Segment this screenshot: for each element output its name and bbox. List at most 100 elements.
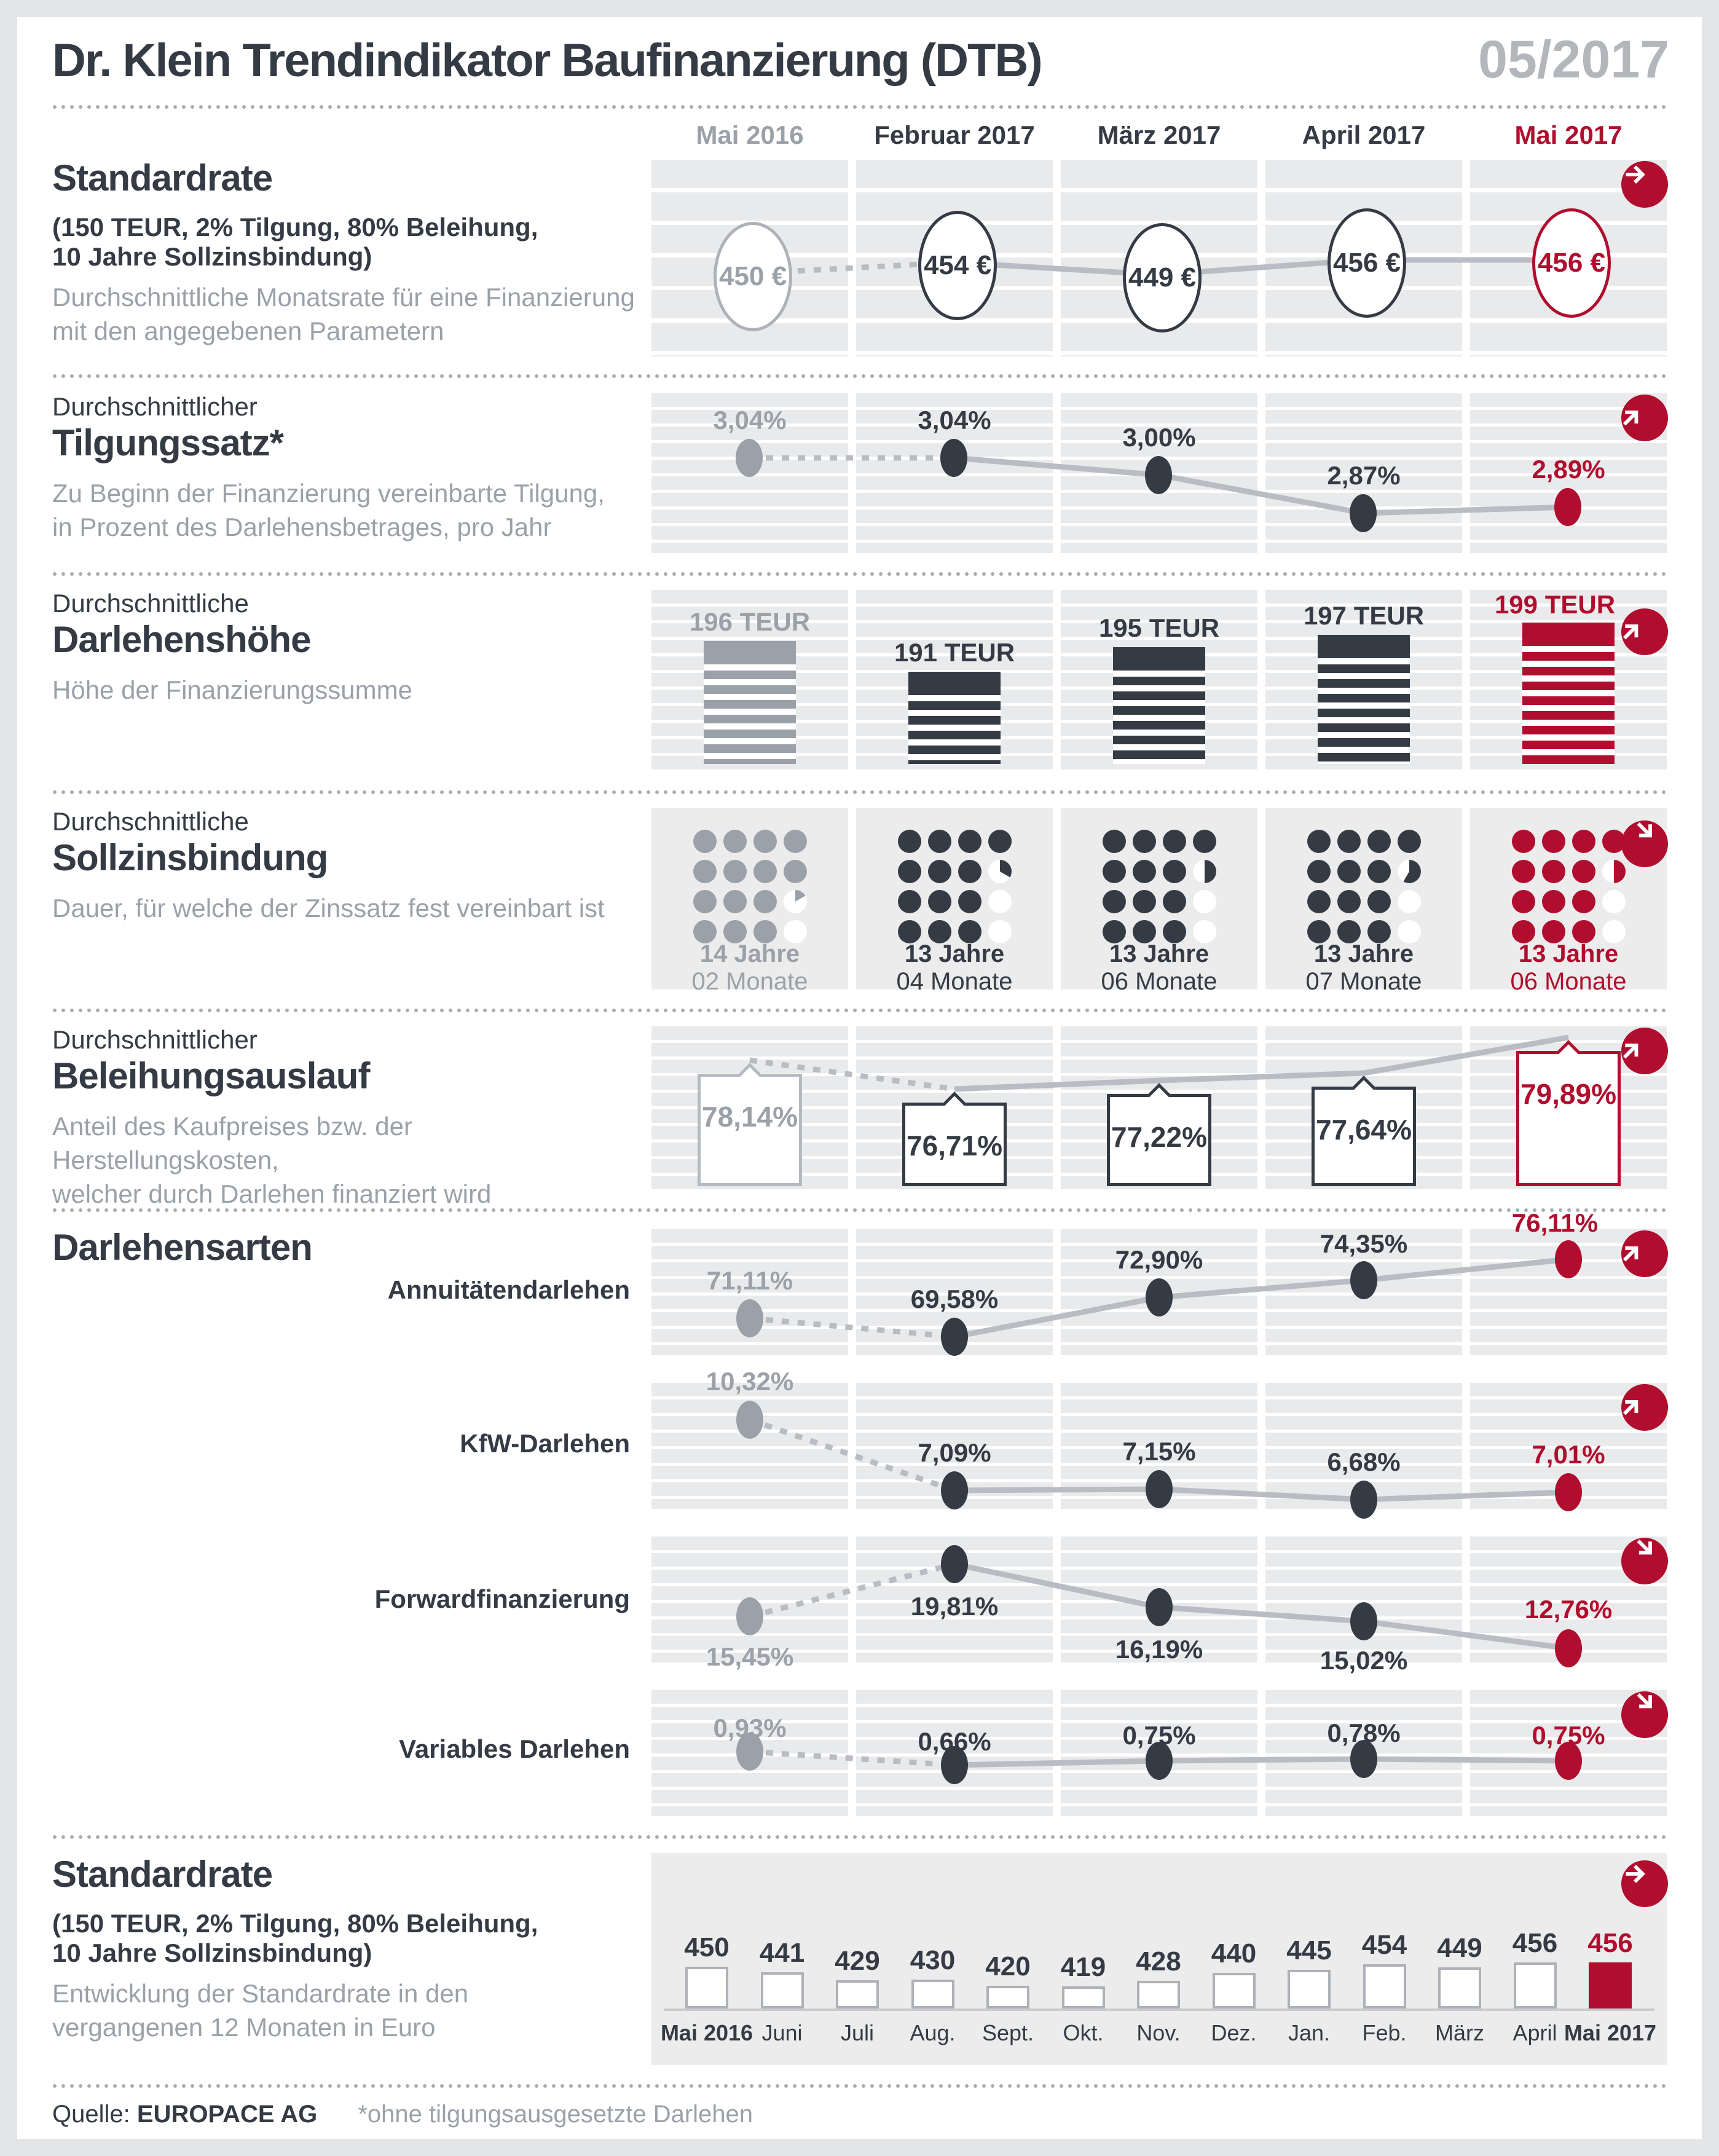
year-dot	[784, 890, 807, 913]
separator	[52, 374, 1669, 379]
year-dot-grid	[898, 830, 1012, 943]
years-label: 14 Jahre	[699, 940, 800, 967]
value-label: 197 TEUR	[1303, 601, 1425, 630]
separator	[52, 1008, 1669, 1013]
year-dot	[1367, 920, 1391, 943]
value-label: 7,01%	[1532, 1440, 1605, 1469]
section-desc: Dauer, für welche der Zinssatz fest vere…	[52, 894, 605, 923]
value-label: 7,09%	[918, 1438, 991, 1467]
issue-date: 05/2017	[1478, 30, 1669, 89]
year-dot	[1307, 890, 1331, 913]
data-dot	[1555, 1240, 1582, 1278]
data-dot	[1350, 1602, 1377, 1640]
trend-right-icon	[1621, 161, 1668, 208]
trend-up-icon	[1611, 1221, 1678, 1287]
year-dot	[1163, 830, 1186, 853]
value-label: 0,78%	[1327, 1718, 1401, 1747]
darlehenshoehe-text: Durchschnittliche Darlehenshöhe Höhe der…	[52, 589, 636, 707]
section-desc: mit den angegebenen Parametern	[52, 317, 444, 345]
data-dot	[941, 1545, 968, 1583]
bar-value-label: 441	[759, 1938, 805, 1968]
year-dot	[1337, 830, 1361, 853]
bar-month-label: Sept.	[981, 2020, 1034, 2045]
bar-month-label: Feb.	[1362, 2020, 1407, 2045]
year-dot	[898, 860, 921, 883]
bar-value-label: 450	[684, 1932, 730, 1962]
data-dot	[1350, 494, 1377, 532]
bar-value-label: 420	[985, 1951, 1031, 1981]
data-dot	[736, 1299, 763, 1337]
year-dot	[958, 890, 981, 913]
year-dot	[958, 830, 981, 853]
section-desc: Entwicklung der Standardrate in den	[52, 1979, 469, 2008]
data-dot	[1146, 1742, 1173, 1780]
year-dot	[1133, 920, 1156, 943]
row-line	[749, 1417, 1569, 1503]
sollzinsbindung-text: Durchschnittliche Sollzinsbindung Dauer,…	[52, 807, 636, 925]
page-title: Dr. Klein Trendindikator Baufinanzierung…	[52, 34, 1043, 87]
column-panel	[1265, 808, 1462, 989]
value-label: 76,71%	[906, 1130, 1002, 1162]
month-bar	[911, 1980, 954, 2008]
loan-bar	[908, 672, 1001, 764]
year-dot	[1572, 830, 1595, 853]
column-header-mai-2017: Mai 2017	[1514, 120, 1623, 149]
bar-value-label: 430	[910, 1945, 956, 1975]
year-dot	[958, 860, 981, 883]
months-label: 06 Monate	[1510, 968, 1627, 995]
value-circle: 450 €	[714, 222, 792, 331]
months-label: 06 Monate	[1101, 968, 1217, 995]
beleihungsauslauf-chart: 78,14% 76,71% 77,22% 77,64% 79,89%	[651, 1018, 1678, 1189]
months-label: 04 Monate	[896, 968, 1013, 995]
year-dot	[753, 890, 777, 913]
year-dot	[1193, 830, 1216, 853]
months-label: 07 Monate	[1305, 968, 1422, 995]
bar-value-label: 428	[1136, 1946, 1181, 1977]
year-dot	[1163, 860, 1186, 883]
value-circle: 449 €	[1123, 223, 1202, 332]
value-label: 191 TEUR	[894, 638, 1015, 667]
year-dot	[928, 860, 951, 883]
section-title: Standardrate	[52, 157, 273, 199]
value-label: 72,90%	[1115, 1245, 1203, 1274]
year-dot	[1602, 890, 1626, 913]
value-label: 199 TEUR	[1494, 590, 1616, 619]
year-dot	[898, 830, 921, 853]
standardrate-text: Standardrate (150 TEUR, 2% Tilgung, 80% …	[52, 157, 636, 348]
value-label: 79,89%	[1520, 1078, 1616, 1110]
data-dot	[1146, 1278, 1173, 1316]
bar-value-label: 449	[1437, 1933, 1482, 1963]
section-desc: Durchschnittliche Monatsrate für eine Fi…	[52, 283, 635, 312]
forwardfinanzierung-chart: 15,45% 19,81% 16,19% 15,02% 12,76%	[651, 1528, 1678, 1675]
column-header-april-2017: April 2017	[1302, 120, 1426, 149]
value-label: 0,66%	[918, 1727, 991, 1756]
years-label: 13 Jahre	[1109, 940, 1210, 967]
year-dot	[958, 920, 981, 943]
value-label: 3,04%	[918, 406, 991, 435]
value-label: 69,58%	[910, 1285, 999, 1313]
year-dot	[1572, 890, 1595, 913]
section-title: Sollzinsbindung	[52, 837, 328, 878]
value-label: 454 €	[923, 250, 992, 280]
month-bar	[1061, 1986, 1105, 2008]
value-circle: 456 €	[1532, 208, 1611, 318]
year-dot	[784, 860, 807, 883]
axis-line	[664, 2008, 1654, 2011]
separator	[52, 1208, 1669, 1213]
footnote: *ohne tilgungsausgesetzte Darlehen	[358, 2101, 753, 2128]
variables-darlehen-chart: 0,93% 0,66% 0,75% 0,78% 0,75%	[651, 1682, 1678, 1816]
value-bubble: 76,71%	[902, 1092, 1007, 1186]
tilgungssatz-text: Durchschnittlicher Tilgungssatz* Zu Begi…	[52, 392, 636, 544]
data-dot	[736, 1597, 763, 1635]
year-dot	[693, 890, 717, 913]
year-dot	[988, 860, 1012, 883]
section-params: 10 Jahre Sollzinsbindung)	[52, 1938, 372, 1967]
section-desc: vergangenen 12 Monaten in Euro	[52, 2013, 436, 2042]
column-header-februar-2017: Februar 2017	[874, 120, 1035, 149]
trend-up-icon	[1611, 385, 1678, 451]
bar-month-label: Okt.	[1063, 2020, 1104, 2045]
year-dot	[1103, 830, 1126, 853]
year-dot-grid	[1307, 830, 1421, 943]
tilgungssatz-chart: 3,04% 3,04% 3,00% 2,87% 2,89%	[651, 385, 1678, 553]
value-label: 2,89%	[1532, 455, 1605, 484]
